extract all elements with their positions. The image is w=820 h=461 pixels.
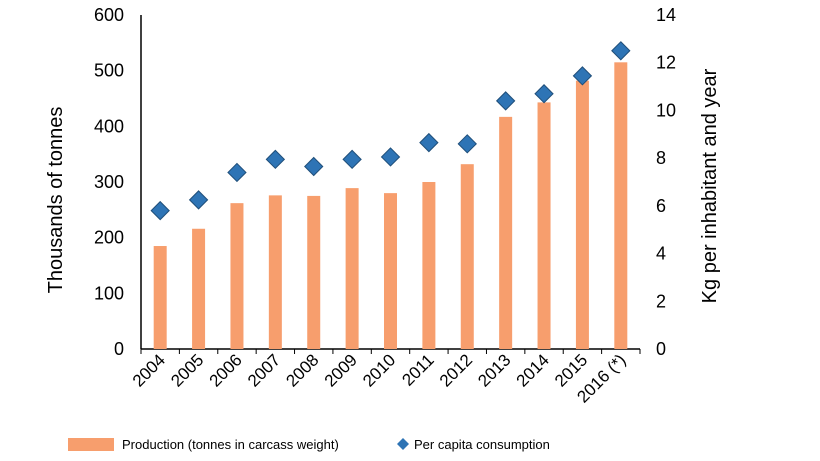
y-tick-label-left: 600 xyxy=(94,5,124,25)
y-tick-label-right: 2 xyxy=(656,291,666,311)
production-bar xyxy=(345,188,359,349)
bars-group xyxy=(153,62,628,350)
y-tick-label-left: 300 xyxy=(94,172,124,192)
production-bar xyxy=(537,102,551,349)
consumption-diamond-marker xyxy=(304,156,324,177)
production-bar xyxy=(384,193,397,349)
legend-swatch-production xyxy=(68,438,114,451)
consumption-diamond-marker xyxy=(150,200,170,221)
y-tick-label-left: 0 xyxy=(114,339,124,359)
production-bar xyxy=(499,116,513,350)
production-bar xyxy=(422,182,436,349)
y-tick-label-right: 4 xyxy=(656,244,666,264)
legend: Production (tonnes in carcass weight) Per… xyxy=(68,437,550,452)
y-tick-label-right: 0 xyxy=(656,339,666,359)
y-tick-label-left: 500 xyxy=(94,61,124,81)
y-tick-label-left: 400 xyxy=(94,116,124,136)
production-bar xyxy=(460,164,474,349)
consumption-diamond-marker xyxy=(611,41,631,61)
y-tick-label-right: 6 xyxy=(656,196,666,216)
markers-group xyxy=(150,41,631,221)
y-axis-title-left: Thousands of tonnes xyxy=(45,107,67,294)
x-tick-label: 2007 xyxy=(244,350,284,390)
y-axis-title-right: Kg per inhabitant and year xyxy=(699,68,721,303)
x-tick-label: 2009 xyxy=(321,350,361,390)
consumption-diamond-marker xyxy=(534,84,554,104)
y-tick-label-right: 10 xyxy=(656,100,676,120)
production-bar xyxy=(614,62,628,350)
production-bar xyxy=(192,228,206,349)
production-bar xyxy=(575,80,589,349)
y-tick-label-right: 14 xyxy=(656,5,676,25)
x-tick-label: 2006 xyxy=(206,350,246,390)
legend-swatch-consumption-diamond xyxy=(397,438,409,450)
production-bar xyxy=(268,195,282,349)
x-tick-label: 2004 xyxy=(129,350,169,390)
consumption-diamond-marker xyxy=(457,134,477,154)
x-tick-label: 2005 xyxy=(167,350,207,390)
consumption-diamond-marker xyxy=(495,91,516,111)
y-tick-label-right: 12 xyxy=(656,53,676,73)
consumption-diamond-marker xyxy=(380,147,401,167)
consumption-diamond-marker xyxy=(572,66,593,86)
y-tick-label-right: 8 xyxy=(656,148,666,168)
production-bar xyxy=(153,246,167,349)
y-tick-label-left: 200 xyxy=(94,228,124,248)
x-tick-label: 2012 xyxy=(436,350,476,390)
x-tick-label: 2008 xyxy=(282,350,322,390)
x-tick-label: 2010 xyxy=(359,350,399,390)
production-bar xyxy=(307,195,321,349)
consumption-diamond-marker xyxy=(227,162,247,183)
production-bar xyxy=(230,203,244,349)
x-tick-label: 2013 xyxy=(474,350,514,390)
legend-label-production: Production (tonnes in carcass weight) xyxy=(122,437,339,452)
consumption-diamond-marker xyxy=(342,149,362,170)
consumption-diamond-marker xyxy=(419,132,439,153)
consumption-diamond-marker xyxy=(188,190,209,210)
consumption-diamond-marker xyxy=(265,149,286,170)
y-tick-label-left: 100 xyxy=(94,283,124,303)
x-tick-label: 2014 xyxy=(513,350,553,390)
legend-label-consumption: Per capita consumption xyxy=(414,437,550,452)
x-tick-label: 2011 xyxy=(398,350,437,389)
